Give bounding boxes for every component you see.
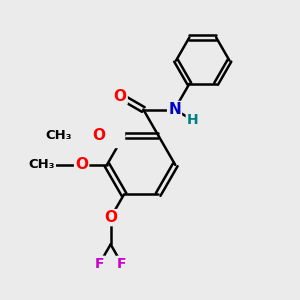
Text: H: H: [187, 113, 198, 127]
Text: F: F: [95, 257, 104, 271]
Text: CH₃: CH₃: [28, 158, 55, 171]
Text: N: N: [168, 102, 181, 117]
Text: O: O: [92, 128, 105, 143]
Text: CH₃: CH₃: [46, 129, 72, 142]
Bar: [68, 123, 124, 147]
Text: O: O: [114, 88, 127, 104]
Text: O: O: [104, 210, 117, 225]
Text: O: O: [75, 158, 88, 172]
Text: F: F: [117, 257, 127, 271]
